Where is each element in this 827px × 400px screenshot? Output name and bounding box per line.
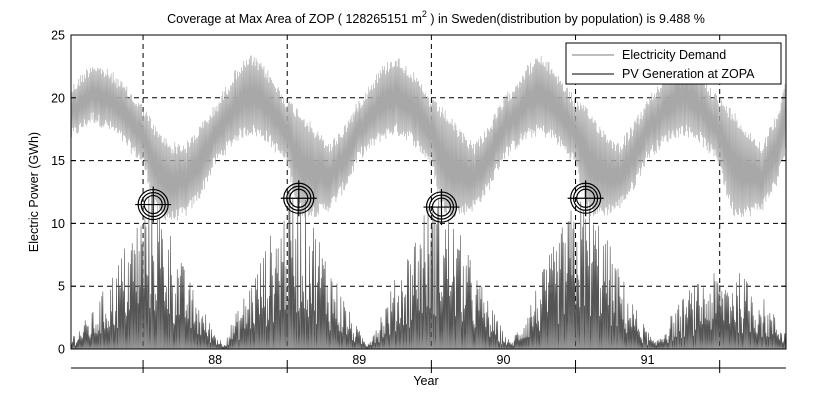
y-tick-label: 10 (51, 217, 65, 231)
x-tick-label: 88 (208, 353, 222, 367)
y-tick-label: 20 (51, 91, 65, 105)
marker-layer (135, 180, 604, 226)
chart-title: Coverage at Max Area of ZOP ( 128265151 … (167, 9, 705, 26)
y-tick-label: 15 (51, 154, 65, 168)
demand-line (70, 55, 787, 221)
y-tick-label: 25 (51, 29, 65, 43)
legend: Electricity Demand PV Generation at ZOPA (565, 42, 782, 85)
series-electricity-demand (70, 55, 787, 221)
crosshair-marker (280, 180, 317, 217)
y-tick-label: 0 (58, 343, 65, 357)
legend-box (565, 42, 782, 85)
plot-frame (70, 34, 787, 350)
y-tick-label: 5 (58, 280, 65, 294)
x-tick-label: 90 (497, 353, 511, 367)
x-tick-label: 89 (352, 353, 366, 367)
crosshair-marker (567, 180, 604, 217)
axes: 0 5 10 15 20 25 88 89 90 91 (51, 29, 786, 373)
x-axis-label: Year (413, 374, 438, 388)
legend-label-electricity-demand: Electricity Demand (622, 48, 726, 62)
crosshair-marker (423, 189, 460, 226)
title-superscript: 2 (422, 9, 427, 19)
x-tick-label: 91 (641, 353, 655, 367)
crosshair-marker (135, 186, 172, 223)
y-axis-label: Electric Power (GWh) (27, 132, 41, 252)
legend-label-pv-generation: PV Generation at ZOPA (622, 67, 755, 81)
